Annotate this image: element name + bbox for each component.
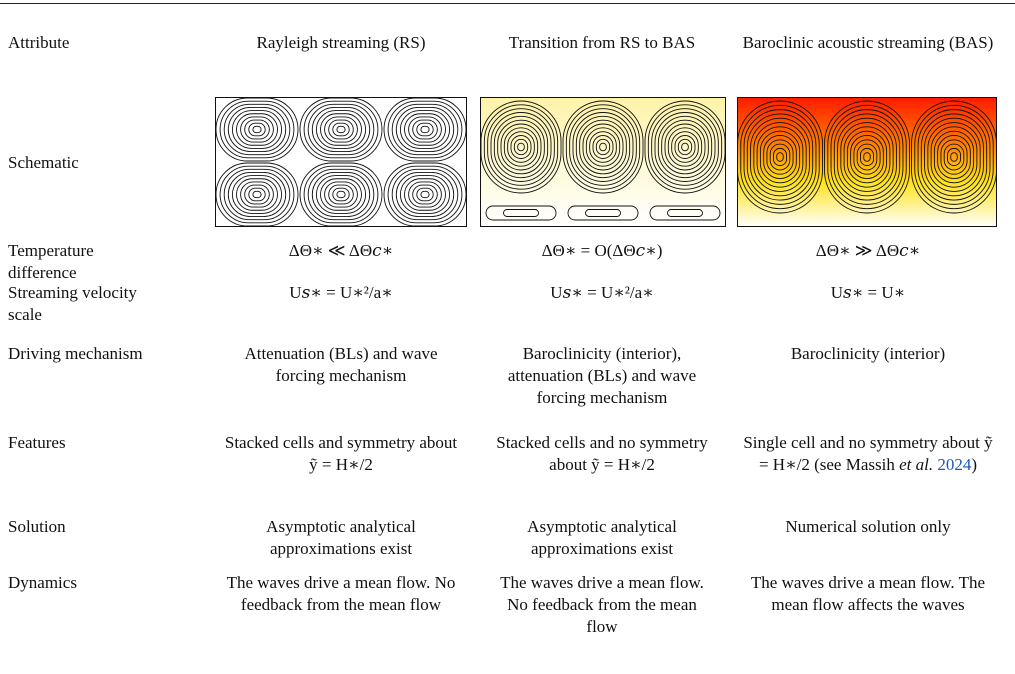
header-cell: Transition from RS to BAS [496, 32, 708, 54]
top-rule [0, 3, 1015, 4]
table-cell: Baroclinicity (interior) [742, 343, 994, 365]
table-cell: U𝑠∗ = U∗²/a∗ [224, 282, 459, 304]
table-cell: Asymptotic analytical approximations exi… [496, 516, 708, 560]
table-cell: Attenuation (BLs) and wave forcing mecha… [224, 343, 459, 387]
row-label: Dynamics [8, 572, 158, 594]
row-label: Features [8, 432, 158, 454]
schematic-rs [215, 97, 467, 227]
table-cell: The waves drive a mean flow. The mean fl… [742, 572, 994, 616]
table-cell: Numerical solution only [742, 516, 994, 538]
text-span: ) [971, 455, 977, 474]
table-cell: U𝑠∗ = U∗²/a∗ [496, 282, 708, 304]
table-cell: The waves drive a mean flow. No feedback… [496, 572, 708, 638]
header-cell: Baroclinic acoustic streaming (BAS) [742, 32, 994, 54]
schematic-bas [737, 97, 997, 227]
table-cell: Baroclinicity (interior), attenuation (B… [496, 343, 708, 409]
table-cell: ΔΘ∗ ≫ ΔΘ𝑐∗ [742, 240, 994, 262]
row-label: Solution [8, 516, 158, 538]
row-label: Temperature difference [8, 240, 158, 284]
table-cell: Stacked cells and no symmetry about ỹ = … [496, 432, 708, 476]
header-cell: Attribute [8, 32, 168, 54]
row-label: Schematic [8, 152, 158, 174]
row-label: Streaming velocity scale [8, 282, 158, 326]
table-cell: Stacked cells and symmetry about ỹ = H∗/… [224, 432, 459, 476]
header-cell: Rayleigh streaming (RS) [224, 32, 459, 54]
row-label: Driving mechanism [8, 343, 158, 365]
table-cell: U𝑠∗ = U∗ [742, 282, 994, 304]
table-page: Attribute Rayleigh streaming (RS) Transiti… [0, 0, 1015, 674]
table-cell: Asymptotic analytical approximations exi… [224, 516, 459, 560]
schematic-transition [480, 97, 726, 227]
table-cell: ΔΘ∗ = O(ΔΘ𝑐∗) [496, 240, 708, 262]
citation-link[interactable]: 2024 [937, 455, 971, 474]
table-cell: The waves drive a mean flow. No feedback… [224, 572, 459, 616]
table-cell: Single cell and no symmetry about ỹ = H∗… [742, 432, 994, 476]
text-span: et al. [899, 455, 933, 474]
table-cell: ΔΘ∗ ≪ ΔΘ𝑐∗ [224, 240, 459, 262]
